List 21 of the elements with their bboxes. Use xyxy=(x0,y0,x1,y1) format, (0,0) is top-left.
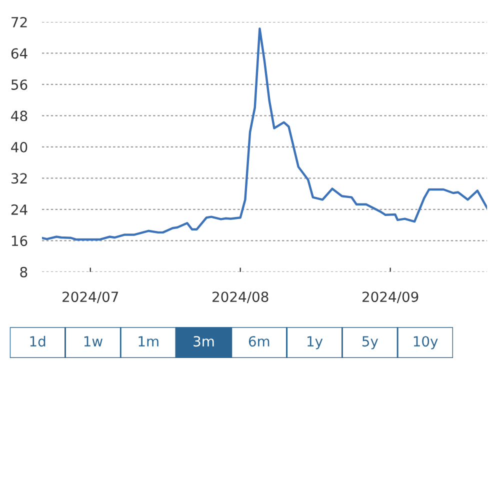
y-tick-label: 48 xyxy=(11,110,28,122)
category-label: 1m xyxy=(138,336,158,346)
line-series xyxy=(42,28,488,241)
category-label: 6m xyxy=(248,336,270,347)
x-tick-label: 2024/08 xyxy=(212,292,268,304)
y-tick-label: 8 xyxy=(20,266,28,278)
category-label: 1y xyxy=(308,336,323,350)
category-label: 1w xyxy=(84,336,102,346)
y-tick-label: 32 xyxy=(11,173,27,184)
y-tick-label: 16 xyxy=(12,236,28,246)
x-tick-label: 2024/07 xyxy=(62,292,118,304)
y-tick-label: 64 xyxy=(11,48,28,59)
y-tick-label: 40 xyxy=(11,142,28,152)
category-label: 3m xyxy=(194,336,214,347)
y-tick-label: 24 xyxy=(11,204,28,215)
category-label: 1d xyxy=(30,336,46,347)
y-tick-label: 56 xyxy=(12,79,28,90)
x-tick-label: 2024/09 xyxy=(362,292,418,304)
y-tick-label: 72 xyxy=(12,16,27,28)
category-label: 10y xyxy=(414,336,438,350)
category-label: 5y xyxy=(362,336,378,350)
